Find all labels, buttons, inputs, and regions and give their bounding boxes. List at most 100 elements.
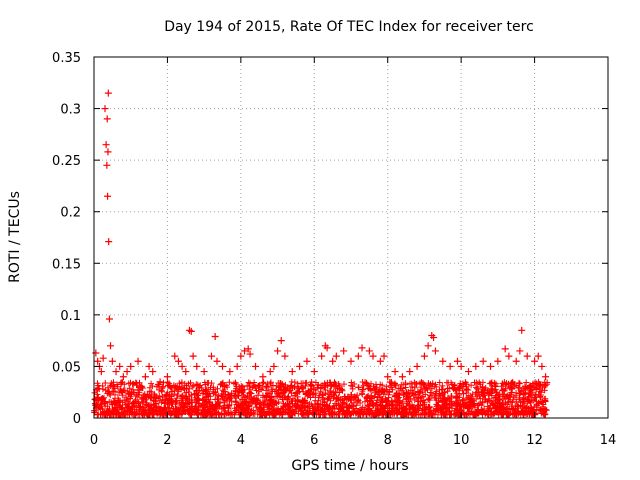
- data-point: [431, 347, 439, 355]
- data-point: [494, 357, 502, 365]
- data-point: [318, 352, 326, 360]
- data-point: [237, 352, 245, 360]
- x-tick-label: 12: [526, 433, 543, 448]
- data-point: [104, 192, 112, 200]
- data-point: [487, 362, 495, 370]
- y-tick-label: 0.35: [52, 51, 81, 66]
- data-point: [211, 333, 219, 341]
- data-point: [103, 161, 111, 169]
- plot-frame: [93, 56, 609, 419]
- data-point: [501, 345, 509, 353]
- data-point: [252, 362, 260, 370]
- data-point: [266, 368, 274, 376]
- x-tick-label: 2: [163, 433, 171, 448]
- data-point: [123, 368, 131, 376]
- data-point: [369, 352, 377, 360]
- y-tick-label: 0.2: [60, 206, 81, 221]
- data-point: [358, 344, 366, 352]
- data-point: [105, 315, 113, 323]
- data-point: [97, 368, 105, 376]
- data-point: [259, 373, 267, 381]
- x-tick-label: 14: [600, 433, 617, 448]
- data-point: [101, 105, 109, 113]
- data-point: [145, 362, 153, 370]
- data-points: [91, 89, 551, 418]
- data-point: [200, 368, 208, 376]
- data-point: [219, 362, 226, 370]
- data-point: [518, 326, 526, 334]
- data-point: [112, 368, 120, 376]
- data-point: [310, 368, 318, 376]
- data-point: [413, 362, 421, 370]
- grid-lines: [94, 57, 608, 418]
- y-tick-label: 0.15: [52, 257, 81, 272]
- data-point: [244, 345, 252, 353]
- data-point: [141, 373, 149, 381]
- data-point: [296, 362, 304, 370]
- data-point: [523, 352, 531, 360]
- data-point: [246, 350, 254, 358]
- data-point: [542, 373, 550, 381]
- data-point: [303, 357, 311, 365]
- data-point: [174, 357, 182, 365]
- x-tick-label: 10: [453, 433, 470, 448]
- data-point: [213, 357, 221, 365]
- data-point: [226, 368, 234, 376]
- data-point: [99, 354, 107, 362]
- x-tick-label: 0: [90, 433, 98, 448]
- data-point: [127, 362, 135, 370]
- data-point: [241, 347, 249, 355]
- data-point: [516, 347, 524, 355]
- x-axis-title: GPS time / hours: [291, 458, 408, 474]
- y-tick-label: 0.05: [52, 360, 81, 375]
- data-point: [376, 357, 384, 365]
- data-point: [119, 373, 127, 381]
- data-point: [207, 352, 215, 360]
- data-point: [472, 362, 480, 370]
- y-tick-label: 0.25: [52, 154, 81, 169]
- data-point: [420, 352, 428, 360]
- data-point: [149, 368, 157, 376]
- data-point: [329, 357, 337, 365]
- data-point: [505, 352, 513, 360]
- data-point: [531, 357, 539, 365]
- data-point: [108, 357, 116, 365]
- data-point: [512, 357, 520, 365]
- y-tick-label: 0.1: [60, 309, 81, 324]
- y-tick-label: 0: [73, 412, 81, 427]
- data-point: [538, 362, 546, 370]
- y-tick-labels: 0 0.05 0.1 0.15 0.2 0.25 0.3 0.35: [52, 51, 81, 427]
- data-point: [189, 352, 197, 360]
- data-point: [94, 357, 102, 365]
- data-point: [479, 357, 487, 365]
- y-tick-label: 0.3: [60, 103, 81, 118]
- data-point: [233, 362, 241, 370]
- data-point: [187, 327, 195, 335]
- data-point: [453, 357, 461, 365]
- data-point: [288, 368, 296, 376]
- data-point: [430, 334, 438, 342]
- data-point: [104, 148, 112, 156]
- data-point: [323, 344, 331, 352]
- x-tick-label: 6: [310, 433, 318, 448]
- data-point: [274, 347, 282, 355]
- data-point: [156, 378, 164, 386]
- data-point: [446, 362, 454, 370]
- data-point: [134, 357, 142, 365]
- x-tick-label: 8: [384, 433, 392, 448]
- x-tick-label: 4: [237, 433, 245, 448]
- data-point: [457, 362, 465, 370]
- data-point: [384, 373, 392, 381]
- data-point: [105, 238, 113, 246]
- data-point: [534, 352, 542, 360]
- data-band-points: [91, 378, 551, 418]
- data-point: [107, 342, 115, 350]
- data-point: [424, 342, 432, 350]
- data-point: [277, 337, 285, 345]
- data-point: [178, 362, 186, 370]
- data-point: [102, 141, 110, 149]
- data-point: [391, 368, 399, 376]
- data-point: [116, 362, 124, 370]
- data-point: [270, 362, 278, 370]
